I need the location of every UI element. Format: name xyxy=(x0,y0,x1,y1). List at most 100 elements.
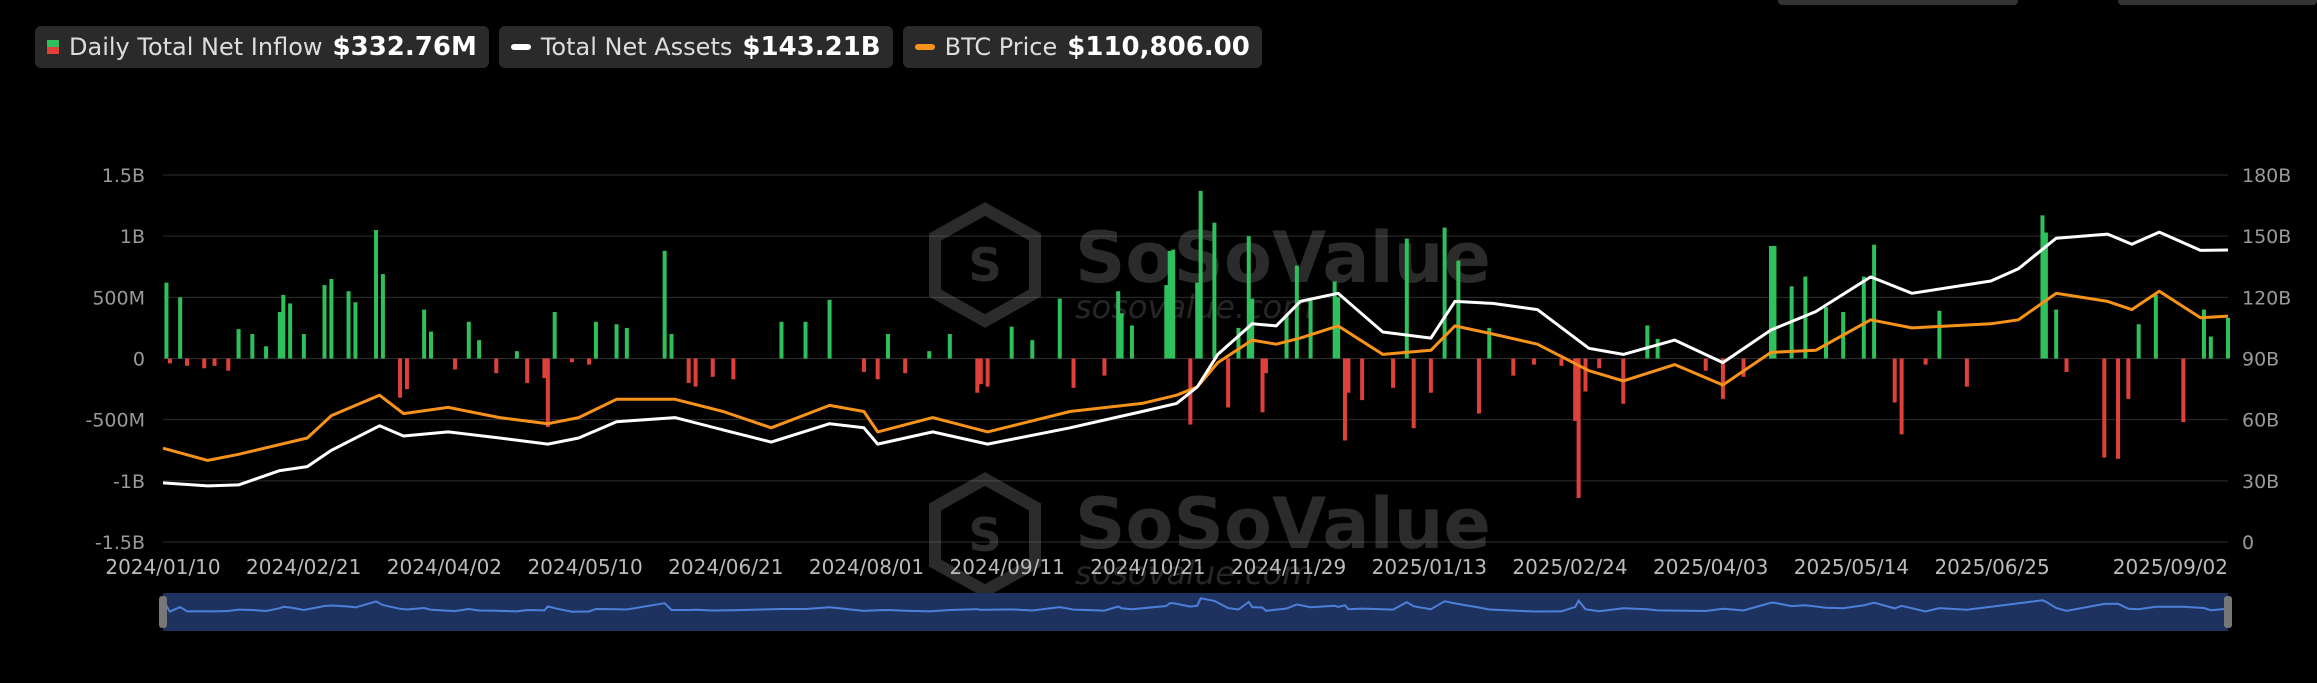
y-left-tick-label: 1.5B xyxy=(102,165,145,187)
inflow-bar xyxy=(2181,358,2186,423)
inflow-bar xyxy=(2226,317,2230,359)
inflow-bar xyxy=(1404,238,1409,359)
inflow-bar xyxy=(1212,222,1217,359)
y-left-tick-label: -1.5B xyxy=(95,532,145,554)
inflow-bar xyxy=(178,297,183,359)
inflow-bar xyxy=(975,358,980,393)
inflow-bar xyxy=(686,358,691,383)
svg-text:S: S xyxy=(968,508,1001,562)
inflow-bar xyxy=(477,340,482,359)
legend-inflow-label: Daily Total Net Inflow xyxy=(69,33,323,61)
legend-btc[interactable]: BTC Price $110,806.00 xyxy=(902,26,1262,68)
inflow-bar xyxy=(1102,358,1107,376)
y-left-tick-label: -1B xyxy=(113,471,145,493)
inflow-bar xyxy=(624,327,629,359)
inflow-bar xyxy=(2040,215,2045,359)
inflow-bar xyxy=(1741,358,1746,377)
inflow-bar xyxy=(2064,358,2069,372)
inflow-bar xyxy=(861,358,866,372)
inflow-bar xyxy=(1250,298,1255,359)
inflow-bar xyxy=(422,309,427,359)
y-right-tick-label: 180B xyxy=(2242,165,2291,187)
inflow-bar xyxy=(514,351,519,359)
inflow-bar xyxy=(1119,313,1124,359)
inflow-bar xyxy=(669,334,674,359)
inflow-bar xyxy=(1342,358,1347,441)
x-tick-label: 2024/11/29 xyxy=(1231,555,1346,579)
inflow-bar xyxy=(185,358,190,366)
legend-assets[interactable]: Total Net Assets $143.21B xyxy=(498,26,893,68)
inflow-bar xyxy=(1655,338,1660,359)
x-tick-label: 2024/02/21 xyxy=(246,555,361,579)
inflow-bar xyxy=(1803,276,1808,359)
inflow-bar xyxy=(545,358,550,428)
navigator-left-handle[interactable] xyxy=(159,596,167,628)
inflow-bar xyxy=(1391,358,1396,388)
inflow-bar xyxy=(569,358,574,363)
navigator-sparkline xyxy=(162,597,2229,613)
inflow-bar xyxy=(1964,358,1969,387)
inflow-bar xyxy=(1861,276,1866,359)
y-left-tick-label: 0 xyxy=(133,349,145,371)
inflow-bar xyxy=(1597,358,1602,369)
legend-inflow[interactable]: Daily Total Net Inflow $332.76M xyxy=(35,26,489,68)
inflow-bar xyxy=(1009,326,1014,359)
inflow-bar xyxy=(1167,250,1172,359)
inflow-bar xyxy=(167,358,172,364)
inflow-bar xyxy=(2043,232,2048,359)
inflow-bar xyxy=(693,358,698,387)
toolbar-tab[interactable] xyxy=(2118,0,2317,5)
legend-btc-label: BTC Price xyxy=(944,33,1058,61)
x-tick-label: 2025/01/13 xyxy=(1372,555,1487,579)
inflow-bar xyxy=(525,358,530,383)
inflow-bar xyxy=(1198,190,1203,359)
inflow-bar xyxy=(1360,358,1365,401)
inflow-bar xyxy=(429,331,434,359)
legend-assets-value: $143.21B xyxy=(742,32,881,62)
x-tick-label: 2025/06/25 xyxy=(1934,555,2049,579)
inflow-bar xyxy=(1511,358,1516,376)
inflow-bar xyxy=(380,274,385,359)
inflow-bar xyxy=(1226,358,1231,408)
navigator-right-handle[interactable] xyxy=(2224,596,2232,628)
x-tick-label: 2024/08/01 xyxy=(809,555,924,579)
inflow-bar xyxy=(593,321,598,359)
legend-inflow-value: $332.76M xyxy=(332,32,477,62)
toolbar-tab[interactable] xyxy=(1778,0,2018,5)
inflow-bar xyxy=(453,358,458,370)
range-navigator[interactable] xyxy=(159,593,2232,631)
legend-btc-value: $110,806.00 xyxy=(1067,32,1250,62)
inflow-bar xyxy=(374,230,379,359)
inflow-bar xyxy=(903,358,908,374)
inflow-bar xyxy=(494,358,499,374)
inflow-bar xyxy=(1872,244,1877,359)
inflow-bar xyxy=(587,358,592,365)
inflow-bar xyxy=(346,291,351,359)
inflow-bar xyxy=(875,358,880,380)
watermark-url: sosovalue.com xyxy=(1075,554,1313,592)
y-right-tick-label: 60B xyxy=(2242,410,2279,432)
y-left-tick-label: 1B xyxy=(120,226,145,248)
inflow-bar xyxy=(1332,281,1337,359)
inflow-bar xyxy=(1823,307,1828,359)
inflow-bar xyxy=(1476,358,1481,414)
inflow-bar xyxy=(1645,325,1650,359)
inflow-bar xyxy=(466,321,471,359)
x-tick-label: 2025/05/14 xyxy=(1794,555,1909,579)
inflow-bar xyxy=(1772,245,1777,359)
inflow-bar xyxy=(552,312,557,359)
watermark-brand: SoSoValue xyxy=(1075,483,1491,565)
inflow-bar xyxy=(1336,297,1341,359)
inflow-bar xyxy=(1720,358,1725,399)
inflow-bar xyxy=(1246,236,1251,359)
navigator-track[interactable] xyxy=(163,593,2228,631)
x-tick-label: 2024/06/21 xyxy=(668,555,783,579)
y-right-tick-label: 0 xyxy=(2242,532,2254,554)
x-tick-label: 2024/10/21 xyxy=(1090,555,1205,579)
x-tick-label: 2024/01/10 xyxy=(105,555,220,579)
inflow-bar xyxy=(731,358,736,380)
inflow-bar xyxy=(1164,285,1169,359)
inflow-bar xyxy=(281,294,286,359)
legend: Daily Total Net Inflow $332.76M Total Ne… xyxy=(35,26,1262,68)
